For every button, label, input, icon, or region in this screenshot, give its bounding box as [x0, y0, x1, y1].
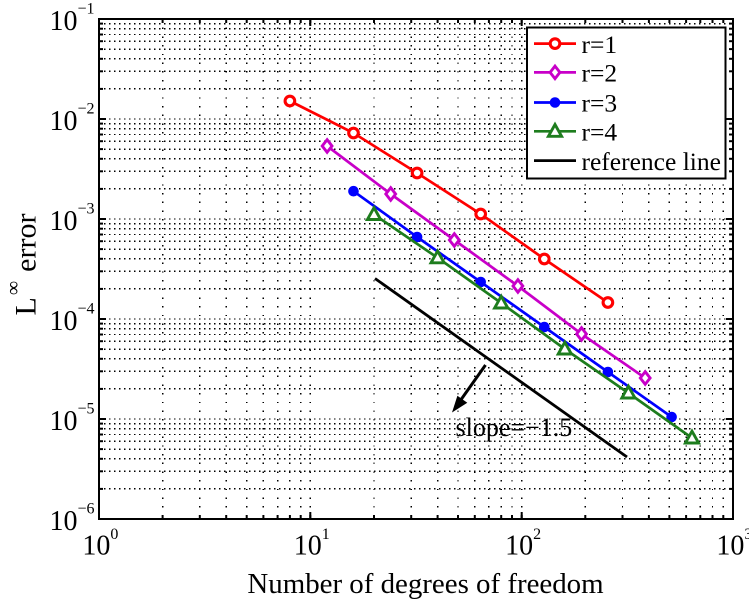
svg-text:r=4: r=4: [582, 118, 618, 147]
svg-text:r=2: r=2: [582, 59, 618, 88]
svg-text:slope=−1.5: slope=−1.5: [456, 413, 573, 442]
svg-text:r=1: r=1: [582, 30, 618, 59]
svg-text:L∞ error: L∞ error: [3, 214, 43, 316]
svg-text:Number of degrees of freedom: Number of degrees of freedom: [247, 568, 604, 600]
svg-text:reference line: reference line: [582, 147, 721, 176]
svg-text:10−1: 10−1: [49, 1, 94, 38]
svg-text:r=3: r=3: [582, 89, 618, 118]
svg-text:103: 103: [716, 526, 749, 562]
svg-text:10−5: 10−5: [49, 401, 94, 438]
